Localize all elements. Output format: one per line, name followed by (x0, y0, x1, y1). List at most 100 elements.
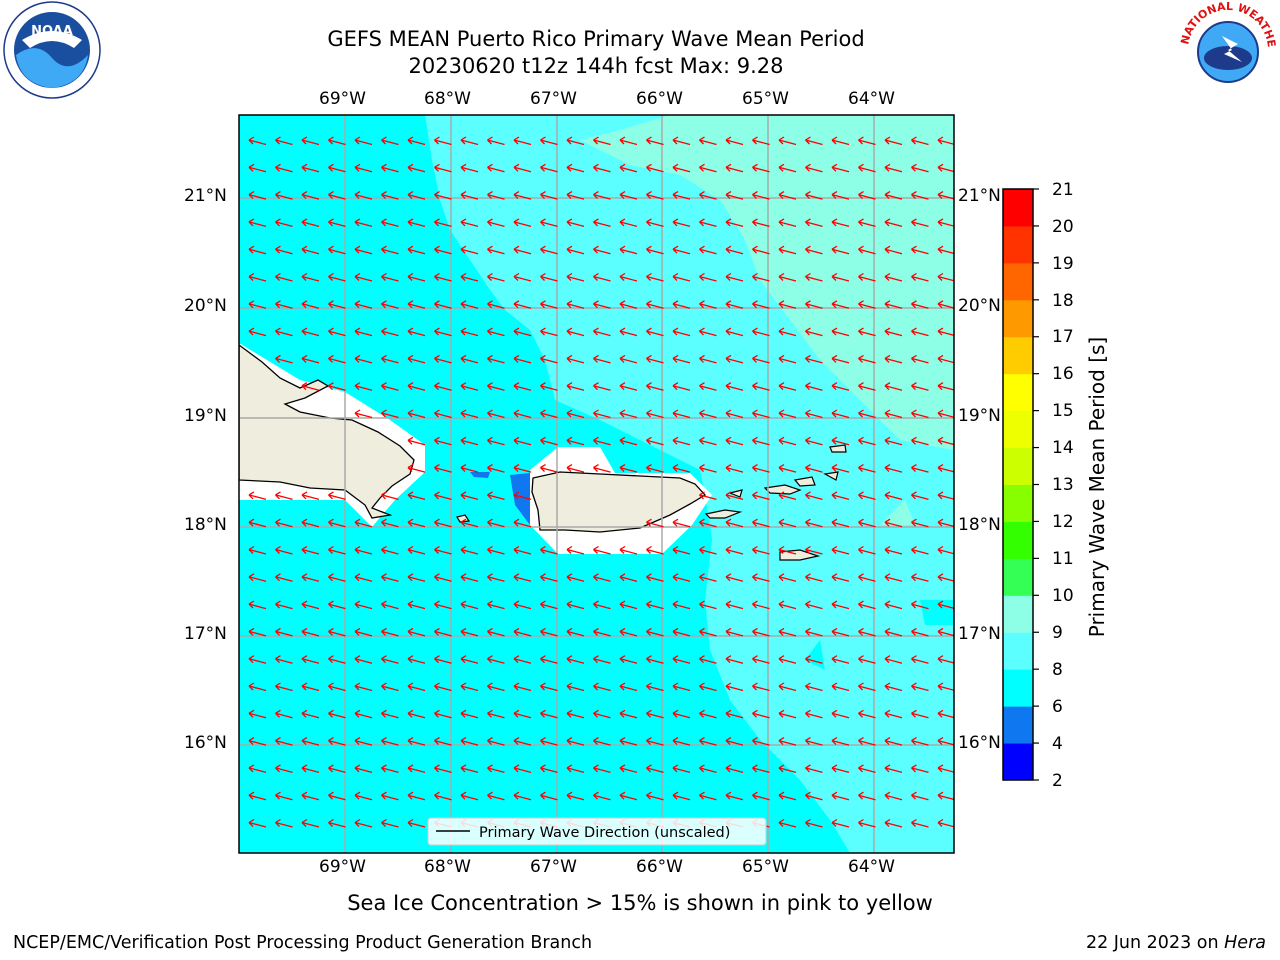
lon-label-bottom: 65°W (742, 857, 789, 877)
wave-arrow (513, 764, 532, 774)
wave-arrow (460, 737, 479, 746)
wave-arrow (672, 627, 691, 637)
wave-arrow (778, 764, 797, 774)
wave-arrow (487, 573, 505, 582)
wave-arrow (752, 791, 770, 801)
wave-arrow (884, 436, 903, 446)
colorbar-band (1003, 447, 1033, 485)
wave-arrow (619, 737, 638, 746)
wave-arrow (752, 764, 770, 774)
wave-arrow (248, 655, 267, 664)
wave-arrow (911, 709, 929, 719)
wave-arrow (434, 191, 452, 200)
wave-arrow (646, 300, 664, 309)
wave-arrow (858, 163, 876, 173)
wave-arrow (354, 627, 373, 637)
wave-arrow (752, 327, 770, 337)
colorbar-band (1003, 632, 1033, 670)
wave-arrow (672, 545, 691, 555)
wave-arrow (884, 600, 903, 610)
wave-arrow (699, 627, 717, 637)
colorbar-tick: 19 (1052, 254, 1074, 274)
wave-arrow (619, 382, 638, 391)
wave-arrow (593, 245, 611, 255)
lat-label-right: 16°N (958, 733, 1001, 753)
wave-arrow (752, 682, 770, 692)
wave-arrow (725, 464, 744, 473)
wave-arrow (937, 245, 954, 255)
wave-arrow (328, 764, 346, 774)
wave-arrow (805, 573, 823, 582)
wave-arrow (513, 709, 532, 719)
lat-label-right: 19°N (958, 406, 1001, 426)
wave-arrow (884, 518, 903, 528)
wave-arrow (778, 737, 797, 746)
wave-arrow (752, 600, 770, 610)
wave-arrow (937, 409, 954, 418)
wave-arrow (884, 191, 903, 200)
wave-arrow (831, 218, 850, 228)
wave-arrow (460, 709, 479, 719)
wave-arrow (805, 818, 823, 828)
lat-label-right: 21°N (958, 186, 1001, 206)
wave-arrow (354, 218, 373, 228)
wave-arrow (725, 300, 744, 309)
wave-arrow (884, 545, 903, 555)
wave-arrow (858, 709, 876, 719)
wave-arrow (646, 218, 664, 228)
wave-arrow (725, 163, 744, 173)
wave-arrow (911, 409, 929, 419)
wave-arrow (328, 627, 346, 637)
wave-arrow (434, 436, 452, 446)
wave-arrow (275, 218, 293, 228)
wave-arrow (725, 627, 744, 637)
wave-arrow (566, 218, 585, 228)
wave-arrow (275, 191, 293, 200)
wave-arrow (778, 709, 797, 719)
wave-arrow (619, 709, 638, 719)
wave-arrow (540, 600, 558, 610)
wave-arrow (646, 409, 664, 419)
wave-arrow (566, 627, 585, 637)
sea-ice-note: Sea Ice Concentration > 15% is shown in … (347, 891, 933, 915)
wave-arrow (831, 136, 850, 146)
wave-arrow (699, 518, 717, 528)
wave-arrow (460, 354, 479, 364)
colorbar-band (1003, 410, 1033, 449)
wave-arrow (434, 218, 452, 228)
land-st-thomas (763, 484, 802, 495)
wave-arrow (460, 518, 479, 528)
wave-arrow (699, 600, 717, 610)
wave-arrow (805, 709, 823, 719)
lon-label-bottom: 69°W (319, 857, 366, 877)
wave-arrow (593, 791, 611, 801)
wave-arrow (646, 464, 664, 473)
wave-arrow (381, 682, 399, 692)
wave-arrow (619, 272, 638, 282)
wave-arrow (911, 682, 929, 692)
period-field-4-6 (510, 473, 530, 525)
wave-arrow (752, 272, 770, 282)
wave-arrow (513, 518, 532, 528)
wave-arrow (301, 327, 320, 337)
wave-arrow (460, 327, 479, 337)
wave-arrow (646, 436, 664, 446)
wave-arrow (513, 163, 532, 173)
wave-arrow (434, 682, 452, 692)
wave-arrow (407, 545, 426, 555)
wave-arrow (646, 327, 664, 337)
wave-arrow (354, 791, 373, 801)
wave-arrow (937, 464, 954, 473)
wave-arrow (540, 655, 558, 664)
wave-arrow (911, 655, 929, 664)
land-hispaniola (239, 344, 415, 519)
wave-arrow (672, 354, 691, 364)
wave-arrow (778, 682, 797, 692)
wave-arrow (593, 191, 611, 200)
wave-arrow (593, 737, 611, 746)
wave-arrow (487, 354, 505, 364)
wave-arrow (831, 245, 850, 255)
wave-arrow (699, 682, 717, 692)
lat-label-right: 18°N (958, 515, 1001, 535)
wave-arrow (328, 737, 346, 746)
